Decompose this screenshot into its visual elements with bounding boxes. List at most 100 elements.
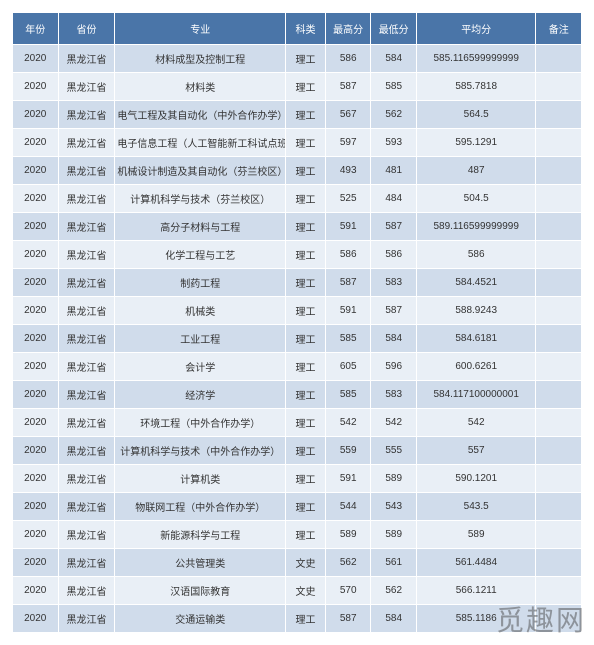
table-cell: 理工 [286, 129, 326, 157]
table-cell: 黑龙江省 [58, 269, 115, 297]
table-cell: 2020 [13, 297, 59, 325]
table-row: 2020黑龙江省计算机类理工591589590.1201 [13, 465, 582, 493]
table-cell: 电子信息工程（人工智能新工科试点班） [115, 129, 286, 157]
col-header-max: 最高分 [325, 13, 371, 45]
table-cell: 481 [371, 157, 417, 185]
table-cell [536, 297, 582, 325]
table-cell: 589 [371, 521, 417, 549]
table-cell: 计算机类 [115, 465, 286, 493]
table-cell: 2020 [13, 185, 59, 213]
table-cell: 机械类 [115, 297, 286, 325]
table-cell: 黑龙江省 [58, 157, 115, 185]
table-cell: 理工 [286, 213, 326, 241]
table-cell: 585 [325, 325, 371, 353]
table-cell: 596 [371, 353, 417, 381]
table-cell: 583 [371, 381, 417, 409]
table-cell: 汉语国际教育 [115, 577, 286, 605]
table-row: 2020黑龙江省环境工程（中外合作办学）理工542542542 [13, 409, 582, 437]
table-cell: 物联网工程（中外合作办学） [115, 493, 286, 521]
table-cell: 黑龙江省 [58, 213, 115, 241]
table-cell [536, 353, 582, 381]
table-cell: 黑龙江省 [58, 437, 115, 465]
table-cell [536, 605, 582, 633]
table-row: 2020黑龙江省公共管理类文史562561561.4484 [13, 549, 582, 577]
table-cell: 585 [325, 381, 371, 409]
table-cell: 2020 [13, 45, 59, 73]
table-cell: 材料成型及控制工程 [115, 45, 286, 73]
table-cell: 544 [325, 493, 371, 521]
table-row: 2020黑龙江省电气工程及其自动化（中外合作办学）理工567562564.5 [13, 101, 582, 129]
table-cell: 理工 [286, 45, 326, 73]
table-cell [536, 157, 582, 185]
table-cell [536, 73, 582, 101]
table-cell: 585.1186 [416, 605, 535, 633]
table-cell: 2020 [13, 493, 59, 521]
table-row: 2020黑龙江省新能源科学与工程理工589589589 [13, 521, 582, 549]
table-cell: 589.116599999999 [416, 213, 535, 241]
table-cell: 585.116599999999 [416, 45, 535, 73]
table-cell: 2020 [13, 521, 59, 549]
table-cell: 化学工程与工艺 [115, 241, 286, 269]
table-cell: 理工 [286, 465, 326, 493]
table-cell: 黑龙江省 [58, 549, 115, 577]
table-row: 2020黑龙江省机械设计制造及其自动化（芬兰校区）理工493481487 [13, 157, 582, 185]
table-row: 2020黑龙江省计算机科学与技术（芬兰校区）理工525484504.5 [13, 185, 582, 213]
table-container: 年份 省份 专业 科类 最高分 最低分 平均分 备注 2020黑龙江省材料成型及… [0, 0, 594, 645]
table-cell [536, 101, 582, 129]
col-header-avg: 平均分 [416, 13, 535, 45]
table-cell: 电气工程及其自动化（中外合作办学） [115, 101, 286, 129]
table-cell: 2020 [13, 577, 59, 605]
table-cell [536, 465, 582, 493]
col-header-category: 科类 [286, 13, 326, 45]
table-cell [536, 521, 582, 549]
table-cell [536, 437, 582, 465]
table-header-row: 年份 省份 专业 科类 最高分 最低分 平均分 备注 [13, 13, 582, 45]
table-cell: 525 [325, 185, 371, 213]
table-cell [536, 577, 582, 605]
col-header-province: 省份 [58, 13, 115, 45]
table-cell: 586 [325, 241, 371, 269]
table-cell: 542 [371, 409, 417, 437]
table-cell [536, 185, 582, 213]
table-cell: 589 [325, 521, 371, 549]
table-cell: 计算机科学与技术（芬兰校区） [115, 185, 286, 213]
table-cell: 黑龙江省 [58, 129, 115, 157]
table-cell: 2020 [13, 605, 59, 633]
table-cell [536, 129, 582, 157]
table-cell: 589 [416, 521, 535, 549]
table-cell: 590.1201 [416, 465, 535, 493]
table-cell: 586 [416, 241, 535, 269]
table-cell: 黑龙江省 [58, 353, 115, 381]
table-cell [536, 493, 582, 521]
table-cell: 理工 [286, 73, 326, 101]
table-cell: 562 [325, 549, 371, 577]
table-cell: 黑龙江省 [58, 297, 115, 325]
table-cell [536, 45, 582, 73]
table-cell: 黑龙江省 [58, 521, 115, 549]
table-cell: 会计学 [115, 353, 286, 381]
table-cell: 587 [371, 213, 417, 241]
table-cell: 600.6261 [416, 353, 535, 381]
table-cell: 561.4484 [416, 549, 535, 577]
table-cell: 583 [371, 269, 417, 297]
table-cell [536, 325, 582, 353]
table-cell: 工业工程 [115, 325, 286, 353]
table-cell: 595.1291 [416, 129, 535, 157]
table-cell: 586 [325, 45, 371, 73]
table-cell: 584.4521 [416, 269, 535, 297]
table-body: 2020黑龙江省材料成型及控制工程理工586584585.11659999999… [13, 45, 582, 633]
table-cell: 计算机科学与技术（中外合作办学） [115, 437, 286, 465]
table-cell: 484 [371, 185, 417, 213]
table-cell: 2020 [13, 213, 59, 241]
table-cell: 制药工程 [115, 269, 286, 297]
table-cell: 黑龙江省 [58, 45, 115, 73]
table-cell: 2020 [13, 241, 59, 269]
table-cell: 理工 [286, 353, 326, 381]
table-cell: 584 [371, 45, 417, 73]
table-cell [536, 213, 582, 241]
table-cell: 543 [371, 493, 417, 521]
table-cell: 584.117100000001 [416, 381, 535, 409]
table-row: 2020黑龙江省会计学理工605596600.6261 [13, 353, 582, 381]
table-cell: 理工 [286, 437, 326, 465]
table-cell: 黑龙江省 [58, 465, 115, 493]
